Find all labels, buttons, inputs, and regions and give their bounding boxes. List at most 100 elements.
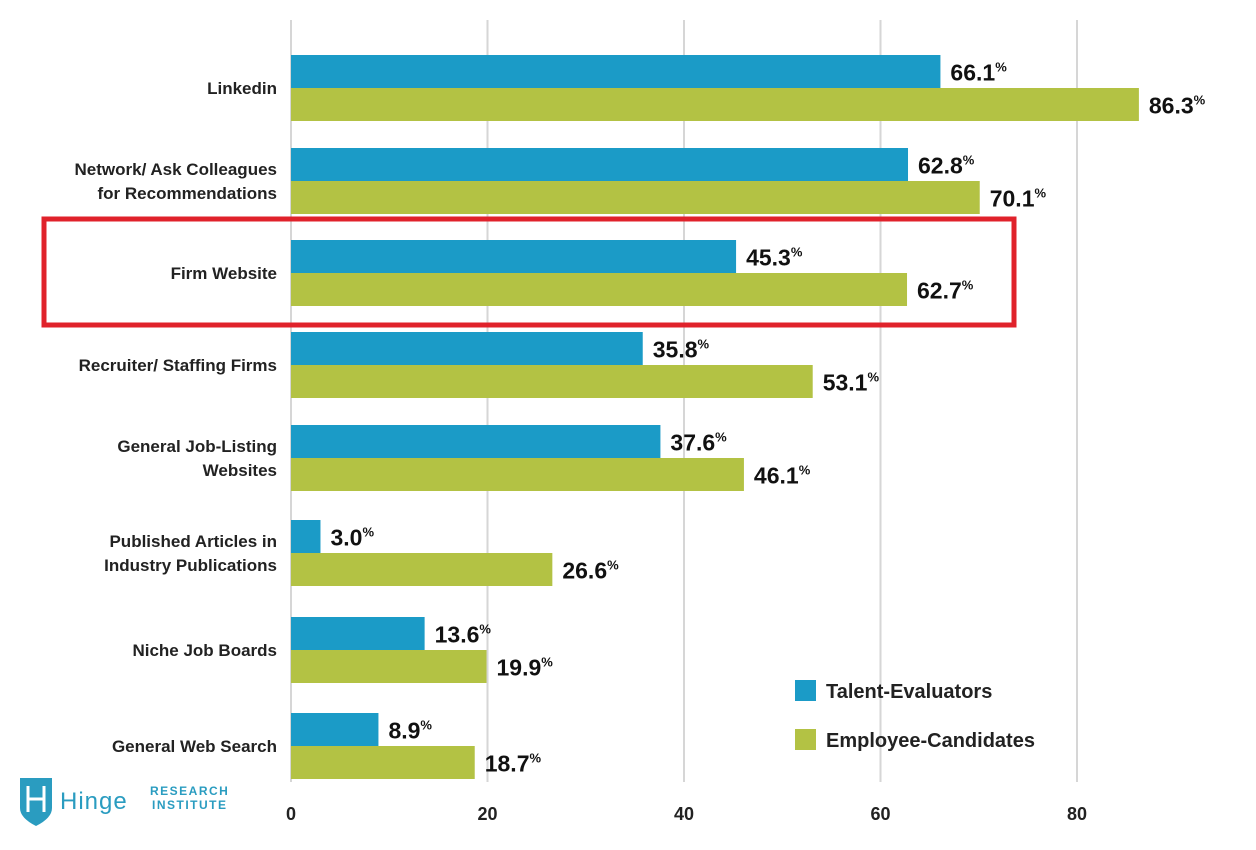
data-label-value: 19.9 (497, 655, 542, 681)
data-label-suffix: % (698, 337, 710, 352)
data-label-suffix: % (529, 751, 541, 766)
data-label-value: 70.1 (990, 186, 1035, 212)
category-label: Niche Job Boards (132, 641, 277, 660)
data-label: 53.1% (823, 370, 880, 396)
data-label-value: 45.3 (746, 245, 791, 271)
data-label: 46.1% (754, 463, 811, 489)
data-label-suffix: % (963, 153, 975, 168)
category-label-line: Linkedin (207, 79, 277, 98)
data-label: 19.9% (497, 655, 554, 681)
legend-label: Employee-Candidates (826, 730, 1035, 752)
category-label: General Web Search (112, 737, 277, 756)
data-label-suffix: % (362, 525, 374, 540)
bar-employee-candidates (291, 746, 475, 779)
category-label-line: for Recommendations (98, 184, 277, 203)
data-label: 70.1% (990, 186, 1047, 212)
category-label-line: Firm Website (171, 264, 277, 283)
data-label: 8.9% (388, 718, 432, 744)
legend-label: Talent-Evaluators (826, 681, 992, 703)
x-tick-label: 20 (477, 804, 497, 824)
data-label-suffix: % (791, 245, 803, 260)
logo-sub2: INSTITUTE (152, 798, 228, 812)
logo-wordmark: Hinge (60, 788, 128, 815)
data-label: 37.6% (670, 430, 727, 456)
data-label-value: 13.6 (435, 622, 480, 648)
x-tick-label: 60 (870, 804, 890, 824)
bar-employee-candidates (291, 553, 553, 586)
data-label-value: 66.1 (950, 60, 995, 86)
category-label-line: Niche Job Boards (132, 641, 277, 660)
data-label-value: 35.8 (653, 337, 698, 363)
data-label-suffix: % (995, 60, 1007, 75)
category-label-line: General Web Search (112, 737, 277, 756)
category-label-line: Published Articles in (109, 532, 277, 551)
data-label: 13.6% (435, 622, 492, 648)
data-label-value: 53.1 (823, 370, 868, 396)
bar-talent-evaluators (291, 713, 379, 746)
category-label-line: Websites (203, 461, 277, 480)
data-label-value: 26.6 (562, 558, 607, 584)
category-label-line: General Job-Listing (117, 437, 277, 456)
bar-talent-evaluators (291, 148, 909, 181)
x-tick-label: 80 (1067, 804, 1087, 824)
bar-talent-evaluators (291, 520, 321, 553)
category-label: General Job-Listing Websites (117, 437, 277, 480)
bar-employee-candidates (291, 273, 908, 306)
highlight-box (41, 216, 1017, 328)
data-label-value: 8.9 (388, 718, 420, 744)
category-label-line: Recruiter/ Staffing Firms (79, 356, 277, 375)
logo-sub1: RESEARCH (150, 784, 229, 798)
legend-swatch (795, 680, 816, 701)
data-label: 66.1% (950, 60, 1007, 86)
data-label: 45.3% (746, 245, 803, 271)
category-label: Recruiter/ Staffing Firms (79, 356, 277, 375)
data-label-suffix: % (715, 430, 727, 445)
data-label-value: 86.3 (1149, 93, 1194, 119)
data-label: 26.6% (562, 558, 619, 584)
data-label: 62.8% (918, 153, 975, 179)
category-label: Linkedin (207, 79, 277, 98)
data-label-suffix: % (541, 655, 553, 670)
bar-talent-evaluators (291, 55, 941, 88)
data-label-suffix: % (1194, 93, 1206, 108)
bar-employee-candidates (291, 458, 744, 491)
category-label: Published Articles in Industry Publicatio… (104, 532, 277, 575)
data-label: 35.8% (653, 337, 710, 363)
category-label-line: Network/ Ask Colleagues (75, 160, 278, 179)
data-label-suffix: % (962, 278, 974, 293)
data-label-value: 3.0 (330, 525, 362, 551)
bar-talent-evaluators (291, 617, 425, 650)
data-label-suffix: % (799, 463, 811, 478)
data-label-value: 62.8 (918, 153, 963, 179)
data-label: 62.7% (917, 278, 974, 304)
data-label-suffix: % (420, 718, 432, 733)
category-label: Network/ Ask Colleagues for Recommendatio… (75, 160, 278, 203)
data-label-suffix: % (1034, 186, 1046, 201)
data-label-suffix: % (607, 558, 619, 573)
data-label-suffix: % (867, 370, 879, 385)
bar-employee-candidates (291, 181, 980, 214)
bar-employee-candidates (291, 365, 813, 398)
bar-talent-evaluators (291, 425, 661, 458)
x-tick-label: 0 (286, 804, 296, 824)
data-label-value: 46.1 (754, 463, 799, 489)
data-label: 86.3% (1149, 93, 1206, 119)
data-label-value: 18.7 (485, 751, 530, 777)
data-label-value: 62.7 (917, 278, 962, 304)
data-label-suffix: % (479, 622, 491, 637)
bar-employee-candidates (291, 88, 1139, 121)
category-label: Firm Website (171, 264, 277, 283)
x-tick-label: 40 (674, 804, 694, 824)
bar-talent-evaluators (291, 332, 643, 365)
shield-h-glyph (26, 786, 46, 812)
data-label: 18.7% (485, 751, 542, 777)
shield-icon (20, 778, 52, 826)
legend-swatch (795, 729, 816, 750)
data-label-value: 37.6 (670, 430, 715, 456)
bar-employee-candidates (291, 650, 487, 683)
bar-talent-evaluators (291, 240, 737, 273)
category-label-line: Industry Publications (104, 556, 277, 575)
data-label: 3.0% (330, 525, 374, 551)
